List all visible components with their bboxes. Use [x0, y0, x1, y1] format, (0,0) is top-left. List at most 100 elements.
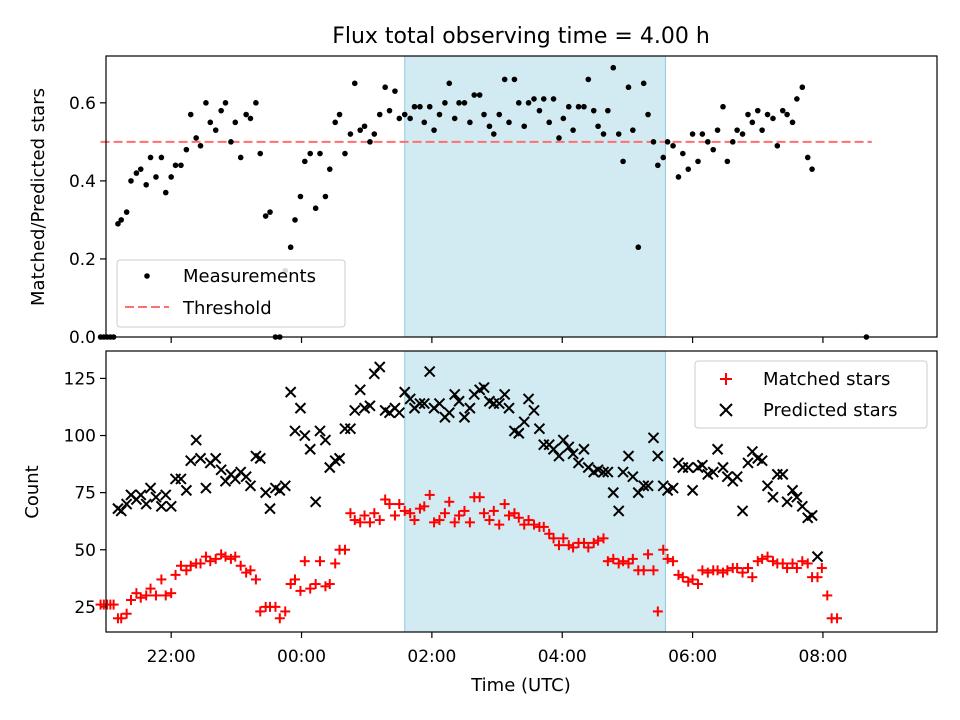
measurement-point [392, 88, 398, 94]
predicted-star-point [210, 452, 222, 465]
measurement-point [118, 217, 125, 223]
bottom-legend: Matched stars Predicted stars [694, 360, 928, 429]
predicted-star-point [135, 489, 147, 501]
predicted-star-point [602, 466, 614, 478]
predicted-star-point [667, 482, 679, 494]
measurement-point [670, 142, 676, 149]
predicted-star-point [374, 361, 386, 373]
measurement-point [799, 84, 806, 91]
x-tick-label: 02:00 [407, 647, 456, 667]
predicted-star-point [144, 482, 157, 494]
measurement-point [168, 174, 174, 180]
measurement-point [326, 166, 333, 172]
top-y-axis-label: Matched/Predicted stars [28, 88, 49, 306]
predicted-star-point [254, 452, 266, 465]
matched-star-point [588, 537, 599, 548]
measurement-point [137, 166, 144, 172]
predicted-star-point [617, 466, 629, 478]
matched-star-point [135, 592, 146, 603]
predicted-star-point [811, 550, 824, 563]
measurement-point [521, 123, 528, 130]
predicted-star-point [493, 397, 505, 410]
matched-star-point [697, 565, 708, 576]
predicted-star-point [458, 411, 471, 423]
measurement-point [590, 107, 597, 114]
measurement-point [218, 107, 224, 114]
predicted-star-point [498, 388, 511, 401]
measurement-point [565, 103, 572, 110]
matched-star-point [389, 510, 400, 521]
matched-star-point [121, 608, 132, 619]
predicted-star-point [642, 480, 654, 492]
matched-star-point [145, 583, 156, 594]
predicted-star-point [597, 466, 610, 478]
measurement-point [720, 103, 726, 110]
predicted-star-point [165, 500, 177, 513]
matched-star-point [602, 556, 613, 567]
predicted-star-point [777, 468, 789, 481]
predicted-star-point [190, 434, 202, 446]
predicted-star-point [742, 457, 754, 469]
x-tick-label: 08:00 [798, 647, 847, 667]
predicted-star-point [547, 443, 560, 455]
matched-star-point [108, 599, 119, 610]
measurement-point [292, 217, 298, 223]
measurement-point [695, 158, 701, 165]
predicted-star-point [503, 402, 515, 414]
measurement-point [734, 127, 740, 133]
measurement-point [147, 154, 154, 161]
matched-star-point [399, 505, 410, 516]
measurement-point [332, 119, 339, 126]
measurement-point [625, 84, 632, 91]
predicted-star-point [155, 500, 168, 513]
measurement-point [347, 131, 354, 137]
matched-star-point [280, 606, 291, 617]
matched-star-point [274, 613, 285, 624]
x-tick-label: 06:00 [668, 647, 717, 667]
predicted-star-point [289, 425, 301, 437]
top-legend-box [116, 259, 346, 328]
measurement-point [247, 115, 254, 122]
matched-star-point [339, 544, 350, 555]
measurement-point [172, 162, 179, 169]
measurement-point [312, 205, 319, 212]
matched-star-point [220, 551, 231, 562]
measurement-point [739, 131, 746, 137]
matched-star-point [538, 521, 549, 532]
predicted-star-point [761, 480, 774, 492]
measurement-point [754, 107, 761, 114]
measurement-point [550, 96, 557, 102]
matched-star-point [150, 590, 161, 601]
predicted-star-point [443, 406, 455, 419]
matched-star-point [742, 563, 753, 574]
predicted-star-point [448, 388, 461, 401]
matched-star-point [439, 508, 450, 519]
matched-star-point [429, 517, 440, 528]
measurement-point [461, 100, 468, 106]
predicted-star-point [160, 489, 172, 501]
predicted-star-point [746, 445, 759, 458]
predicted-star-point [333, 452, 346, 465]
measurement-point [640, 80, 647, 87]
predicted-star-point [533, 422, 546, 435]
matched-star-point [310, 579, 321, 590]
measurement-point [476, 92, 483, 98]
matched-star-point [235, 560, 246, 571]
predicted-star-point [578, 443, 590, 455]
matched-star-point [409, 515, 420, 526]
predicted-star-point [806, 509, 818, 522]
predicted-star-point [613, 505, 625, 517]
measurement-point [183, 146, 190, 153]
measurement-point [680, 150, 686, 157]
measurement-point [789, 119, 796, 126]
matched-star-point [668, 556, 679, 567]
measurement-point [501, 76, 508, 83]
predicted-star-point [368, 368, 381, 380]
matched-star-point [638, 565, 649, 576]
predicted-star-point [304, 443, 316, 455]
top-highlight-span [404, 55, 666, 338]
matched-star-point [479, 508, 490, 519]
measurement-point [317, 150, 323, 157]
measurement-point [764, 111, 771, 118]
measurement-point [442, 100, 448, 106]
